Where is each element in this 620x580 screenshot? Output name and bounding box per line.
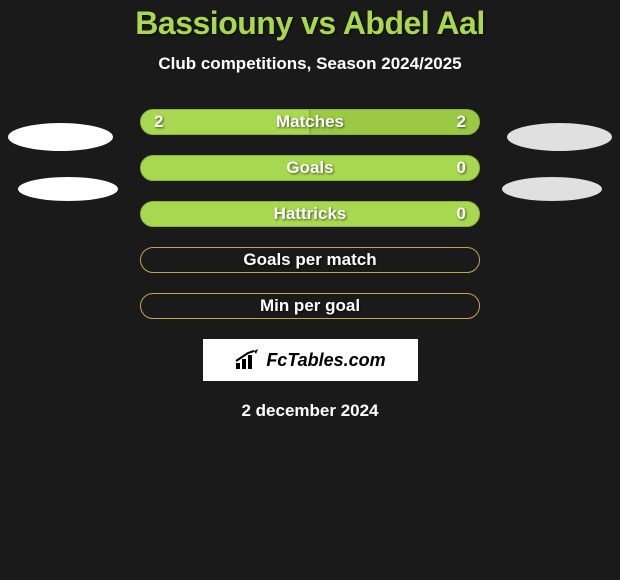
page-title: Bassiouny vs Abdel Aal [0, 5, 620, 42]
stat-label: Goals [140, 155, 480, 181]
stat-value-right: 2 [457, 109, 466, 135]
player-marker-left-1 [8, 123, 113, 151]
stat-label: Min per goal [140, 293, 480, 319]
stat-row: Goals0 [140, 155, 480, 181]
stat-value-left: 2 [154, 109, 163, 135]
date-text: 2 december 2024 [0, 401, 620, 421]
page-subtitle: Club competitions, Season 2024/2025 [0, 54, 620, 74]
stat-value-right: 0 [457, 155, 466, 181]
stat-row: Matches2 2 [140, 109, 480, 135]
brand-logo-box: FcTables.com [203, 339, 418, 381]
comparison-infographic: Bassiouny vs Abdel Aal Club competitions… [0, 0, 620, 580]
stat-row: Hattricks0 [140, 201, 480, 227]
brand-logo-text: FcTables.com [266, 350, 385, 371]
stat-label: Matches [140, 109, 480, 135]
player-marker-right-2 [502, 177, 602, 201]
stat-row: Goals per match [140, 247, 480, 273]
stat-label: Goals per match [140, 247, 480, 273]
stat-label: Hattricks [140, 201, 480, 227]
chart-icon [234, 349, 260, 371]
player-marker-left-2 [18, 177, 118, 201]
stat-row: Min per goal [140, 293, 480, 319]
player-marker-right-1 [507, 123, 612, 151]
stat-value-right: 0 [457, 201, 466, 227]
